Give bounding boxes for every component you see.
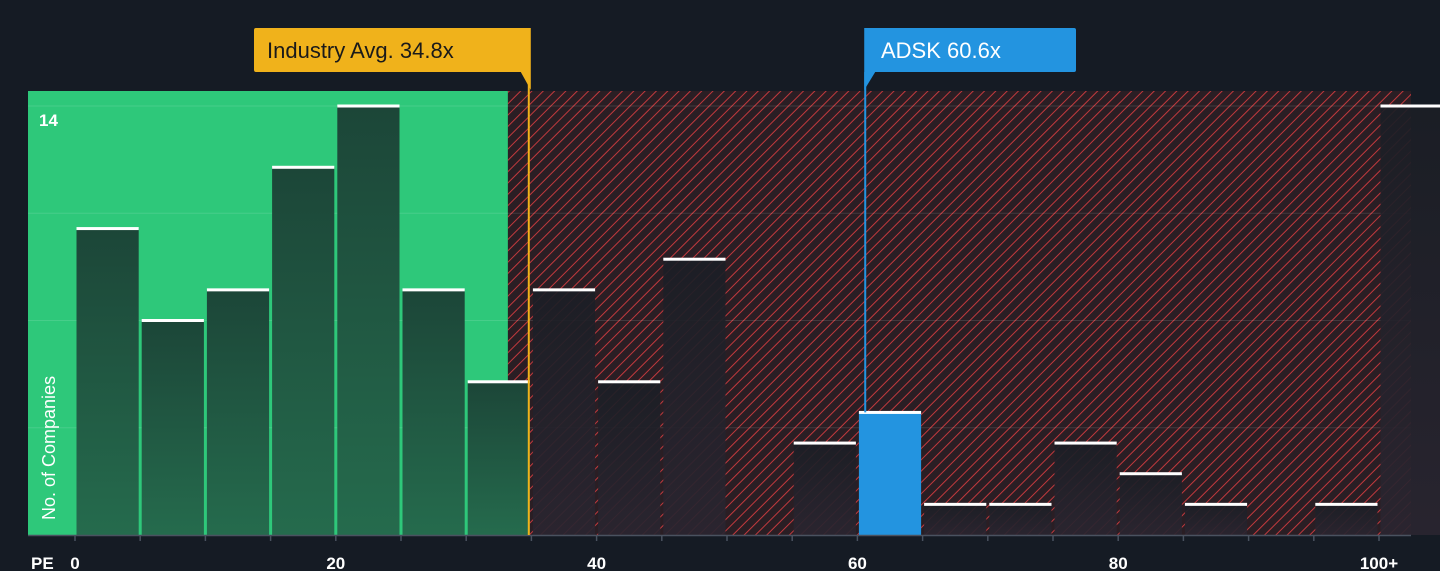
histogram-bar: [1119, 473, 1182, 535]
histogram-bar: [402, 289, 465, 535]
histogram-bar: [337, 106, 400, 535]
histogram-bar: [858, 412, 922, 535]
histogram-bar-cap: [467, 380, 530, 384]
histogram-bar-cap: [1315, 502, 1378, 506]
x-tick-label: 80: [1109, 554, 1128, 571]
histogram-bar-cap: [989, 502, 1052, 506]
histogram-bar-cap: [663, 257, 726, 261]
y-axis-top-tick-label: 14: [39, 111, 58, 130]
histogram-bar-cap: [337, 104, 400, 108]
histogram-bar: [206, 289, 270, 535]
histogram-bar: [793, 443, 856, 535]
histogram-bar-cap: [793, 441, 856, 445]
histogram-bar: [1054, 443, 1117, 535]
histogram-bar-cap: [402, 288, 465, 292]
histogram-bar-cap: [272, 165, 335, 169]
histogram-bar-cap: [858, 410, 922, 414]
histogram-bar: [1380, 106, 1440, 535]
histogram-bar: [924, 504, 987, 535]
company-pe-marker: ADSK 60.6x: [864, 28, 1076, 413]
x-tick-label: 20: [326, 554, 345, 571]
x-tick-label: 60: [848, 554, 867, 571]
y-axis-title: No. of Companies: [39, 376, 59, 520]
industry-average-marker: Industry Avg. 34.8x: [254, 28, 531, 535]
histogram-bar-cap: [924, 502, 987, 506]
histogram-bar: [598, 381, 661, 535]
histogram-bar: [76, 228, 139, 536]
x-tick-label: 100+: [1360, 554, 1398, 571]
company-pe-label: ADSK 60.6x: [881, 38, 1001, 63]
histogram-bar: [663, 259, 726, 535]
histogram-bars: [76, 104, 1440, 536]
histogram-bar-cap: [1184, 502, 1248, 506]
histogram-bar: [989, 504, 1052, 535]
company-pe-callout-box: [864, 28, 1076, 90]
x-axis-title: PE: [31, 554, 54, 571]
histogram-bar-cap: [532, 288, 596, 292]
histogram-bar: [272, 167, 335, 536]
industry-average-callout-box: [254, 28, 531, 90]
histogram-bar: [1315, 504, 1378, 535]
histogram-bar-cap: [1380, 104, 1440, 108]
histogram-bar-cap: [206, 288, 270, 292]
histogram-bar-cap: [598, 380, 661, 384]
histogram-bar: [532, 289, 596, 535]
histogram-bar-cap: [141, 319, 204, 322]
industry-average-label: Industry Avg. 34.8x: [267, 38, 454, 63]
histogram-bar-cap: [1054, 441, 1117, 445]
histogram-bar: [467, 381, 530, 535]
x-tick-label: 0: [70, 554, 79, 571]
histogram-bar-cap: [76, 227, 139, 231]
x-tick-label: 40: [587, 554, 606, 571]
histogram-bar: [141, 320, 204, 535]
histogram-bar-cap: [1119, 472, 1182, 476]
x-axis-ticks: 0 20 40 60 80 100+: [70, 535, 1398, 571]
histogram-bar: [1184, 504, 1248, 535]
